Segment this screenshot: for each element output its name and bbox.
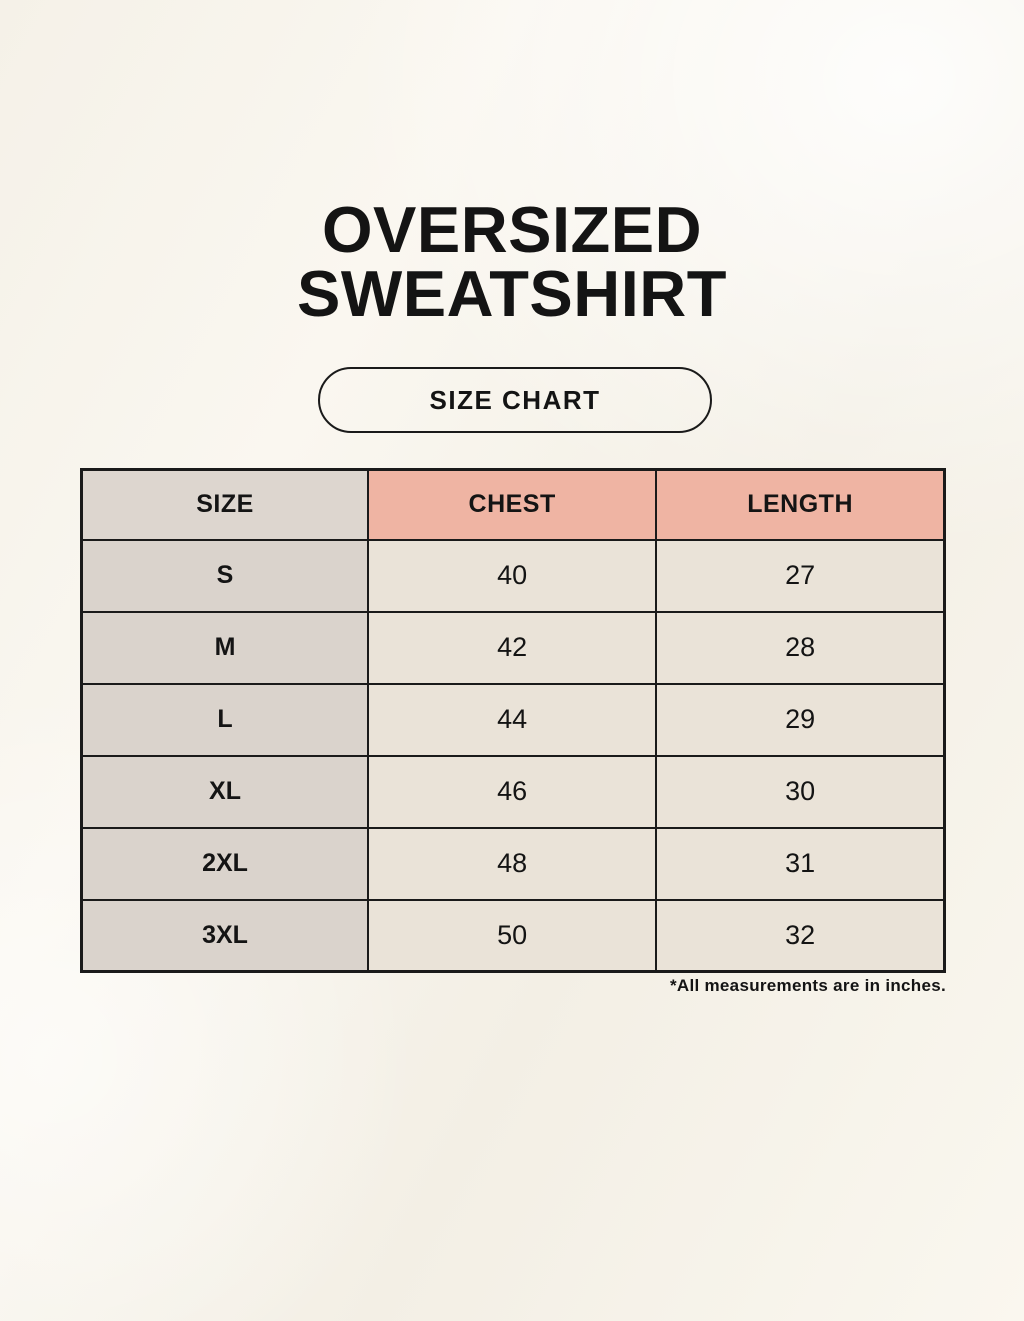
product-title: OVERSIZED SWEATSHIRT (0, 193, 1024, 330)
column-header-length: LENGTH (655, 468, 946, 541)
column-header-size: SIZE (80, 468, 370, 541)
size-label-cell: 3XL (80, 898, 370, 973)
size-chart-badge-label: SIZE CHART (429, 384, 601, 415)
length-value-cell: 28 (655, 610, 946, 685)
length-value-cell: 27 (655, 538, 946, 613)
table-row: XL 46 30 (80, 754, 946, 829)
chest-value-cell: 46 (367, 754, 658, 829)
size-label-cell: L (80, 682, 370, 757)
chest-value-cell: 50 (367, 898, 658, 973)
table-row: 2XL 48 31 (80, 826, 946, 901)
size-label-cell: M (80, 610, 370, 685)
table-row: 3XL 50 32 (80, 898, 946, 973)
table-row: L 44 29 (80, 682, 946, 757)
table-header-row: SIZE CHEST LENGTH (80, 468, 946, 541)
length-value-cell: 30 (655, 754, 946, 829)
measurements-footnote: *All measurements are in inches. (669, 976, 946, 995)
length-value-cell: 32 (655, 898, 946, 973)
size-chart-badge: SIZE CHART (318, 367, 712, 433)
length-value-cell: 31 (655, 826, 946, 901)
length-value-cell: 29 (655, 682, 946, 757)
chest-value-cell: 48 (367, 826, 658, 901)
product-title-line-1: OVERSIZED (321, 193, 703, 266)
column-header-chest: CHEST (367, 468, 658, 541)
size-label-cell: XL (80, 754, 370, 829)
chest-value-cell: 44 (367, 682, 658, 757)
size-label-cell: S (80, 538, 370, 613)
size-chart-table: SIZE CHEST LENGTH S 40 27 M 42 28 L 44 29 XL 46 30 2… (80, 468, 946, 973)
chest-value-cell: 40 (367, 538, 658, 613)
table-row: S 40 27 (80, 538, 946, 613)
chest-value-cell: 42 (367, 610, 658, 685)
table-row: M 42 28 (80, 610, 946, 685)
size-label-cell: 2XL (80, 826, 370, 901)
product-title-line-2: SWEATSHIRT (297, 257, 727, 330)
